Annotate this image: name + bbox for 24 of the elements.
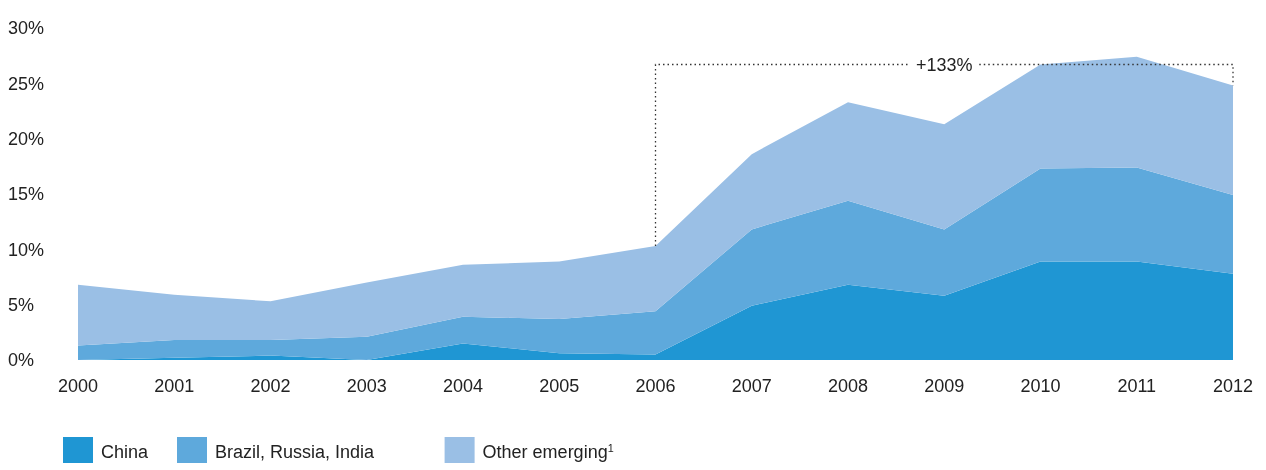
y-tick-label: 30% <box>8 18 45 39</box>
legend-label: Other emerging$^{1}$ <box>482 442 614 462</box>
x-tick-label: 2008 <box>827 376 869 396</box>
x-tick-label: 2001 <box>154 376 195 396</box>
x-tick-label: 2007 <box>731 376 772 396</box>
y-tick-label: 15% <box>8 184 45 205</box>
x-tick-label: 2002 <box>250 376 291 396</box>
x-tick-label: 2003 <box>346 376 387 396</box>
x-tick-label: 2004 <box>442 376 484 396</box>
x-tick-label: 2010 <box>1020 376 1061 396</box>
legend-label: China <box>101 442 150 462</box>
x-tick-label: 2005 <box>539 376 580 396</box>
legend-label: Brazil, Russia, India <box>215 442 376 462</box>
y-tick-label: 20% <box>8 128 45 149</box>
y-tick-label: 5% <box>8 294 35 315</box>
annotation: +133% <box>915 54 973 75</box>
x-tick-label: 2000 <box>57 376 99 396</box>
x-tick-label: 2006 <box>635 376 676 396</box>
y-tick-label: 10% <box>8 239 45 260</box>
x-tick-label: 2009 <box>924 376 965 396</box>
x-tick-label: 2011 <box>1117 376 1157 396</box>
y-tick-label: 25% <box>8 73 45 94</box>
x-tick-label: 2012 <box>1212 376 1254 396</box>
y-tick-label: 0% <box>8 350 35 371</box>
